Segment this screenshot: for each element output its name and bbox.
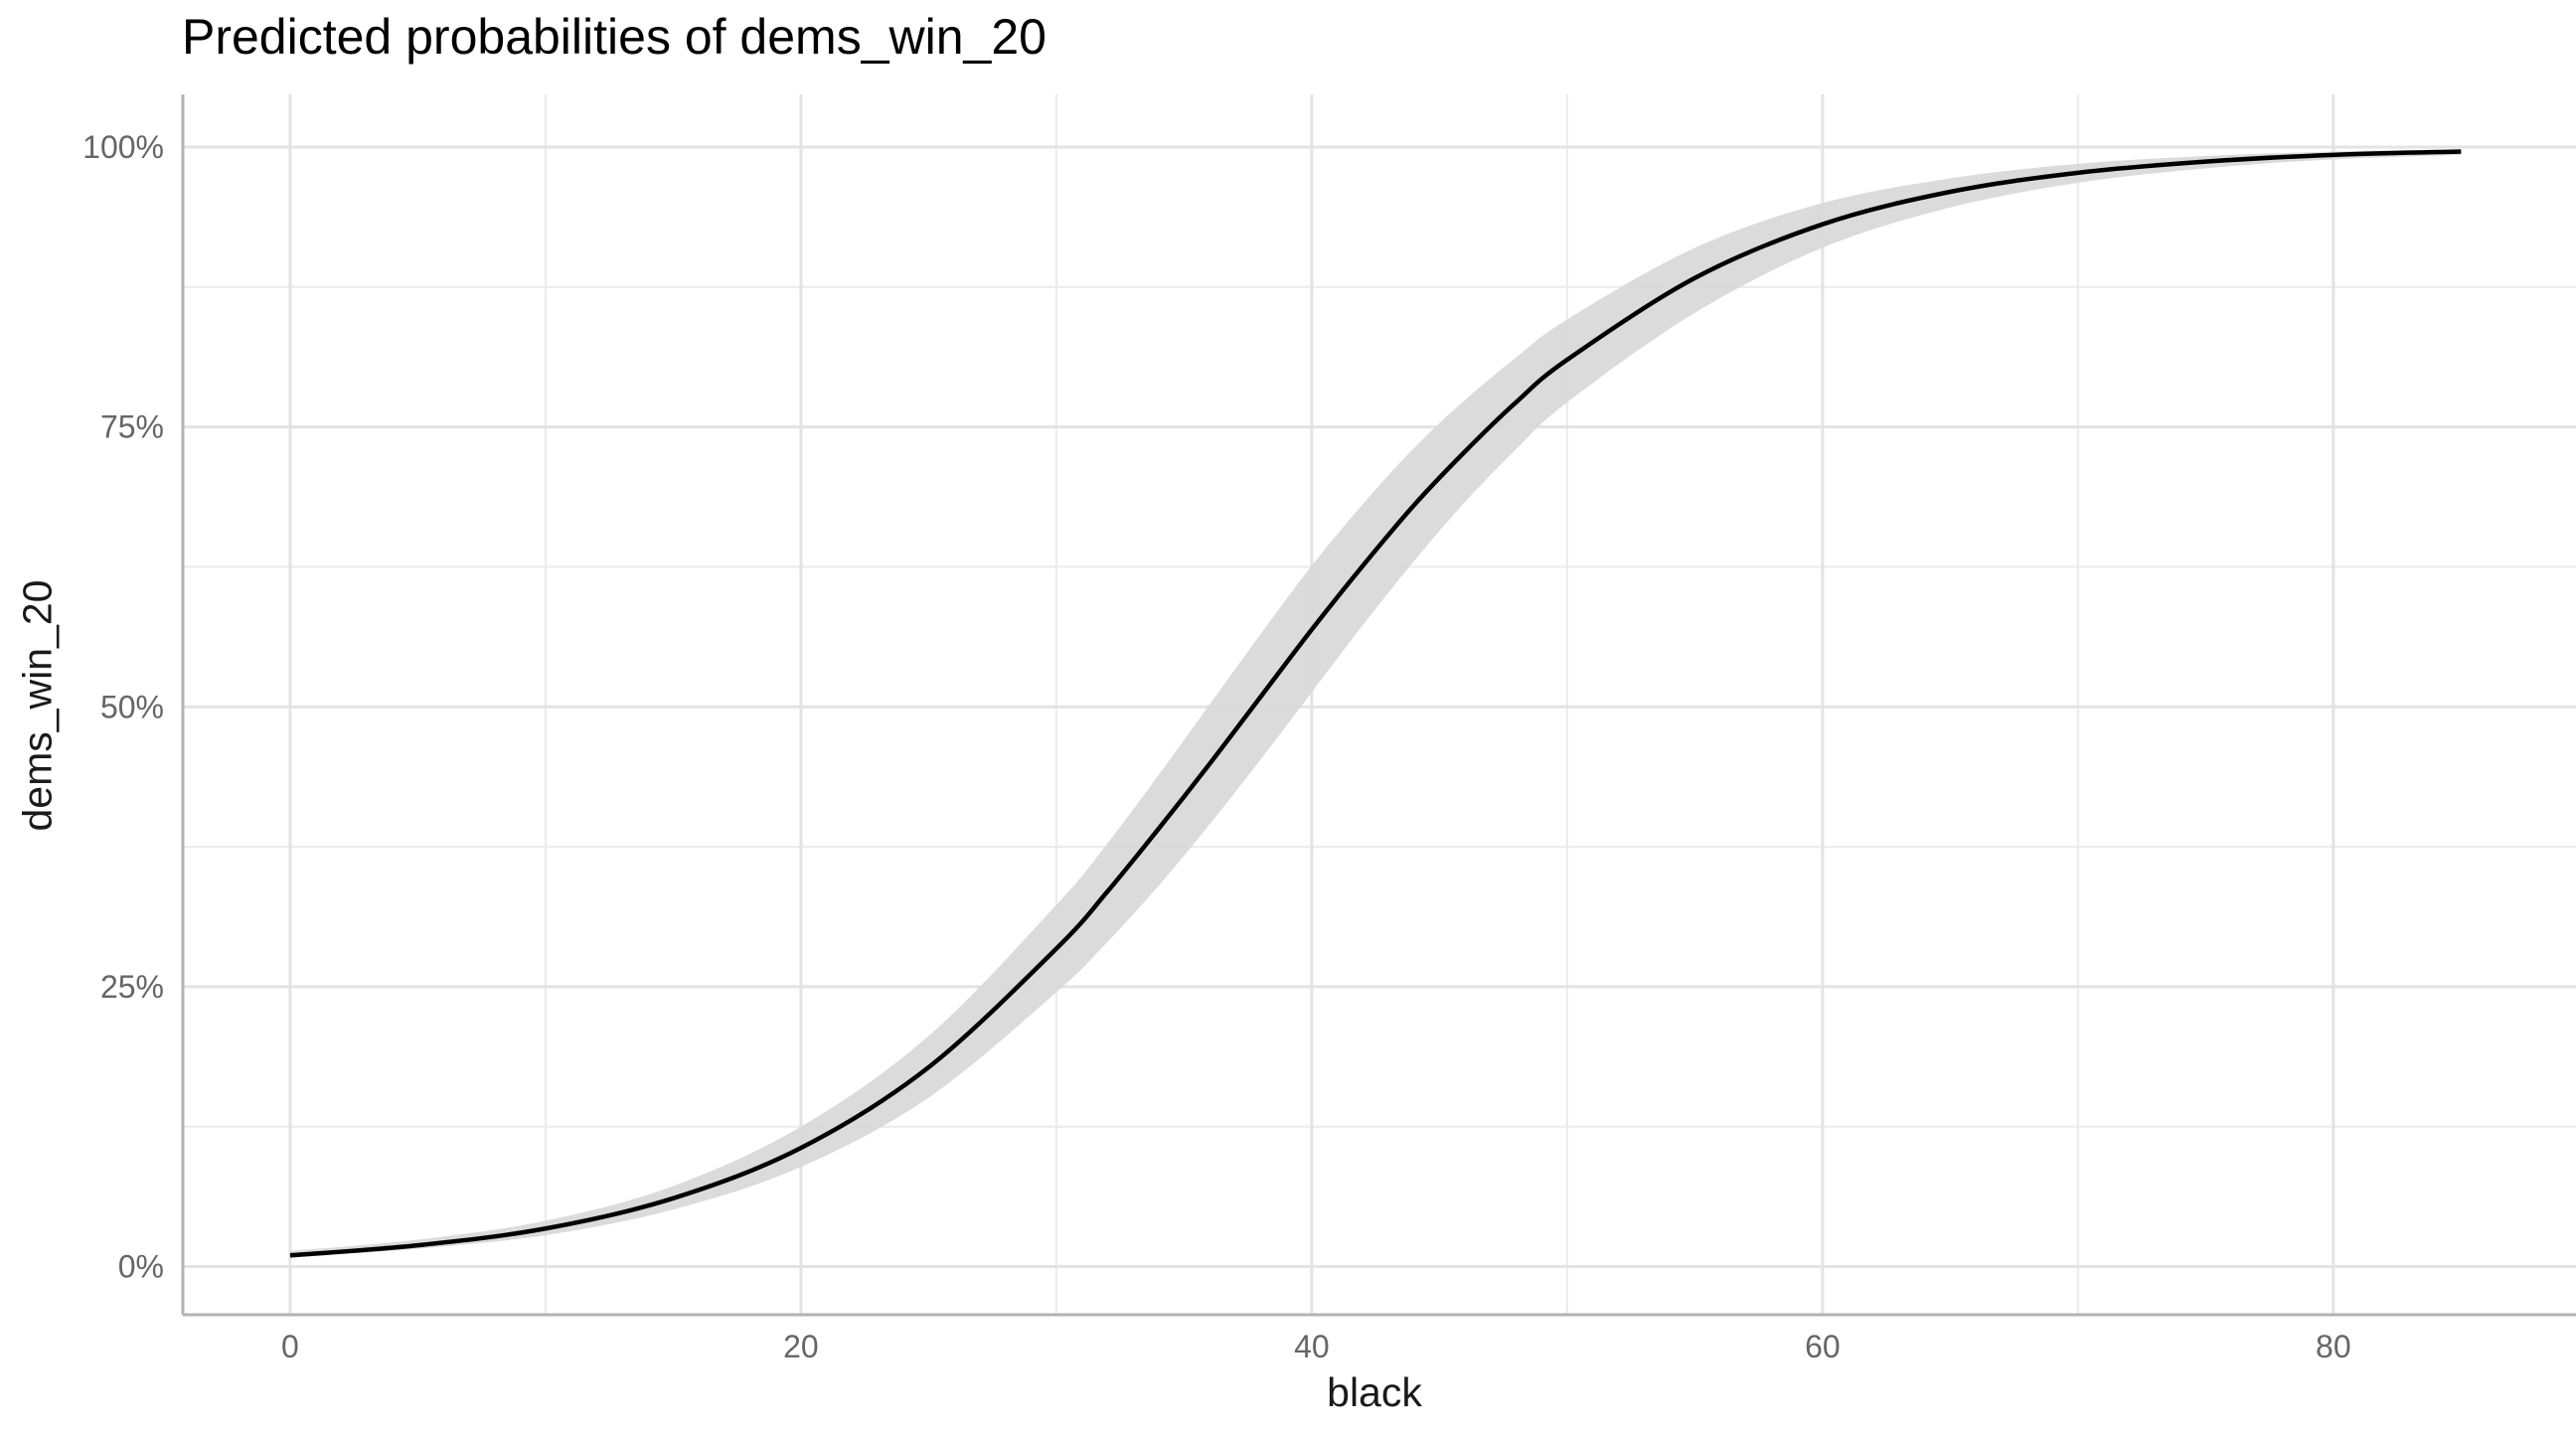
y-axis-title: dems_win_20: [14, 579, 61, 832]
x-tick-label: 80: [2316, 1329, 2351, 1364]
x-tick-label: 0: [281, 1329, 299, 1364]
y-tick-label: 0%: [118, 1249, 164, 1285]
minor-grid: [183, 94, 2576, 1315]
series-line: [289, 149, 2462, 1258]
y-tick-label: 25%: [100, 969, 164, 1005]
y-tick-label: 75%: [100, 409, 164, 445]
y-tick-labels: 0% 25% 50% 75% 100%: [82, 129, 164, 1285]
chart-title: Predicted probabilities of dems_win_20: [182, 9, 1046, 65]
x-tick-label: 20: [783, 1329, 819, 1364]
x-axis-title: black: [1327, 1369, 1422, 1415]
y-tick-label: 100%: [82, 129, 164, 165]
y-tick-label: 50%: [100, 689, 164, 724]
x-tick-label: 60: [1805, 1329, 1841, 1364]
major-grid: [183, 94, 2576, 1315]
confidence-band: [289, 149, 2462, 1258]
x-tick-label: 40: [1294, 1329, 1330, 1364]
x-tick-labels: 0 20 40 60 80: [281, 1329, 2351, 1364]
